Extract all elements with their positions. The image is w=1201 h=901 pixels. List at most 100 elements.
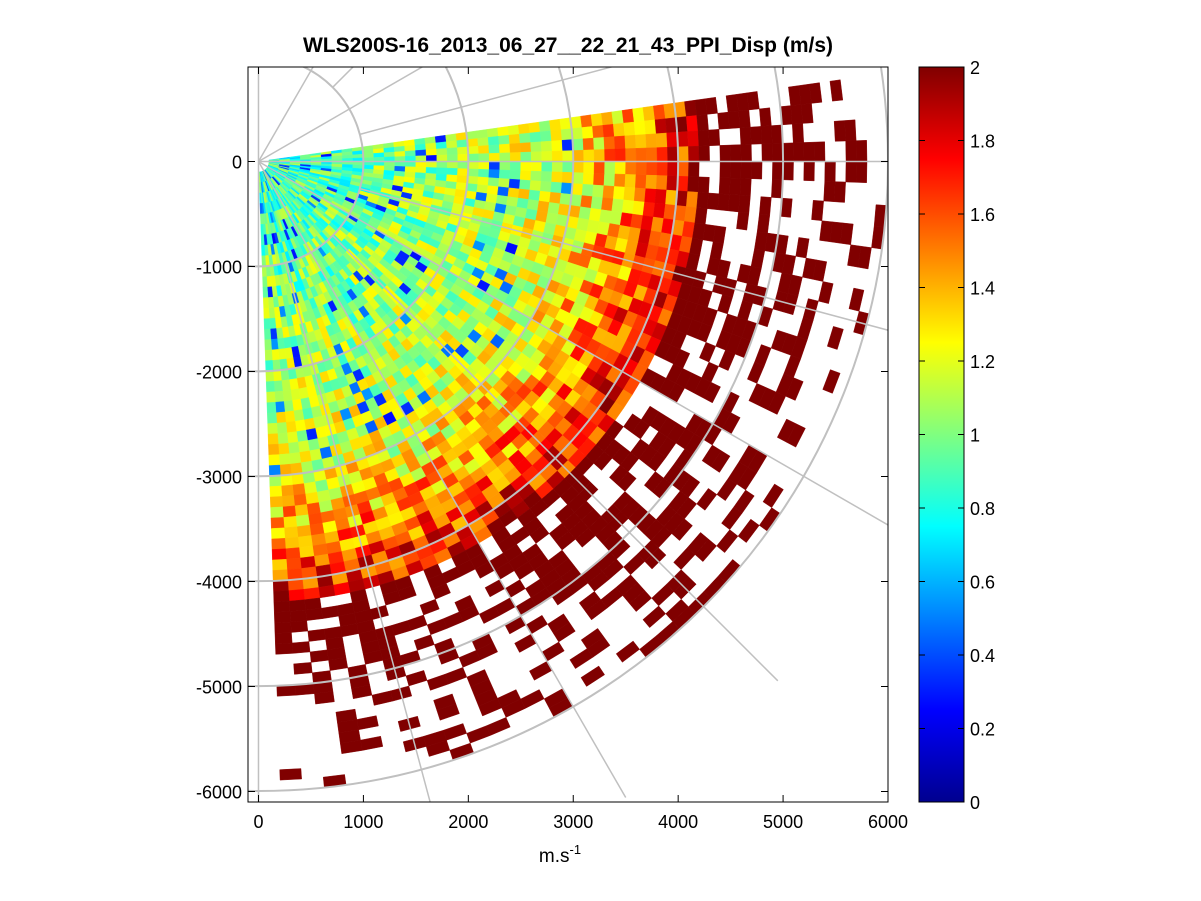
data-cell — [278, 348, 287, 360]
data-cell — [447, 154, 459, 162]
data-cell — [666, 175, 679, 191]
data-cell — [580, 665, 605, 687]
data-cell — [307, 628, 326, 642]
data-cell — [593, 173, 605, 186]
data-cell — [718, 177, 731, 195]
data-cell — [767, 391, 786, 415]
data-cell — [633, 187, 646, 203]
data-cell — [855, 161, 868, 183]
data-cell — [321, 605, 339, 619]
colorbar-tick-label: 1.2 — [970, 352, 995, 372]
data-cell — [581, 126, 594, 140]
colorbar-ticks: 0 0.2 0.4 0.6 0.8 1 1.2 1.4 1.6 1.8 2 — [919, 58, 995, 813]
data-cell — [623, 121, 636, 137]
data-cell — [717, 111, 730, 130]
data-cell — [588, 208, 602, 222]
data-cell — [457, 161, 469, 170]
data-cell — [264, 328, 272, 340]
data-cell — [295, 514, 310, 527]
data-cell — [275, 401, 286, 413]
data-cell — [740, 161, 752, 179]
data-cell — [509, 142, 521, 153]
data-cell — [808, 82, 823, 104]
data-cell — [415, 161, 427, 168]
data-cell — [269, 475, 282, 487]
polar-spoke-minor — [359, 67, 615, 136]
data-cell — [530, 151, 542, 162]
data-cell — [572, 149, 584, 162]
data-cell — [267, 433, 279, 445]
data-cell — [478, 145, 490, 155]
data-cell — [717, 193, 730, 212]
data-cell — [561, 139, 574, 152]
colorbar-tick-label: 0.6 — [970, 573, 995, 593]
data-cell — [265, 381, 275, 393]
data-cell — [276, 422, 288, 434]
data-cell — [844, 119, 857, 142]
data-cell — [281, 379, 291, 392]
data-cell — [551, 161, 563, 173]
data-cell — [540, 171, 553, 183]
data-cell — [265, 360, 274, 372]
data-cell — [261, 255, 267, 267]
data-cell — [671, 518, 693, 541]
data-cell — [467, 161, 480, 170]
data-cell — [751, 161, 763, 180]
data-cell — [303, 481, 318, 495]
data-cell — [719, 144, 731, 162]
y-tick-label: -3000 — [196, 468, 242, 488]
data-cell — [645, 174, 658, 190]
data-cell — [262, 276, 268, 288]
data-cell — [394, 161, 406, 167]
data-cell — [529, 180, 542, 192]
colorbar-tick-label: 1.4 — [970, 279, 995, 299]
data-cell — [727, 194, 741, 213]
data-cell — [737, 518, 760, 543]
data-cell — [604, 161, 616, 175]
data-cell — [541, 151, 553, 162]
data-cell — [730, 144, 742, 162]
plot-area — [248, 67, 888, 802]
data-cell — [642, 605, 666, 628]
data-cell — [286, 557, 302, 570]
data-cell — [446, 147, 458, 156]
data-cell — [676, 175, 689, 192]
data-cell — [593, 161, 605, 174]
data-cell — [269, 328, 278, 340]
data-cell — [632, 200, 645, 216]
data-cell — [466, 138, 479, 148]
data-cell — [425, 148, 437, 156]
data-cell — [425, 142, 437, 151]
data-cell — [538, 120, 551, 133]
data-cell — [760, 125, 773, 145]
data-cell — [653, 104, 666, 121]
data-cell — [436, 167, 448, 175]
data-cell — [667, 161, 679, 177]
data-cell — [270, 338, 279, 351]
data-cell — [782, 142, 794, 162]
data-cell — [625, 148, 637, 162]
data-cell — [644, 119, 657, 135]
data-cell — [289, 609, 307, 623]
data-cell — [593, 149, 605, 162]
data-cell — [478, 697, 502, 717]
data-cell — [818, 281, 834, 304]
data-cell — [756, 213, 770, 234]
data-cell — [562, 161, 574, 173]
data-cell — [268, 307, 276, 319]
data-cell — [520, 161, 532, 172]
data-cell — [697, 129, 710, 147]
data-cell — [293, 409, 305, 422]
data-cell — [686, 115, 699, 132]
data-cell — [434, 134, 447, 144]
data-cell — [415, 149, 427, 157]
data-cell — [667, 146, 679, 162]
data-cell — [823, 181, 836, 202]
data-cell — [710, 450, 731, 473]
data-cell — [271, 538, 286, 550]
data-cell — [694, 207, 708, 225]
data-cell — [519, 170, 532, 181]
data-cell — [814, 141, 826, 162]
data-cell — [642, 201, 656, 218]
data-cell — [273, 600, 291, 613]
